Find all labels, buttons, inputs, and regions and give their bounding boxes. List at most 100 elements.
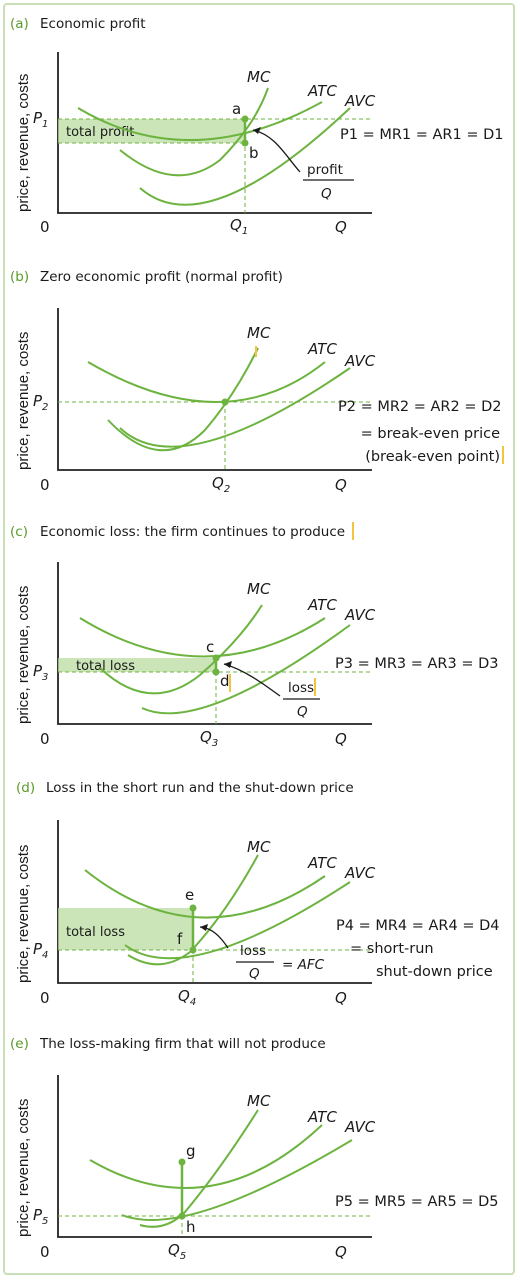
panel-b-highlight-mark xyxy=(255,346,257,357)
panel-a-qty-label: Q1 xyxy=(230,216,248,237)
panel-e-mc-label: MC xyxy=(247,1092,271,1110)
panel-c-q-axis-label: Q xyxy=(335,730,347,748)
panel-a-label-a: a xyxy=(232,100,241,118)
panel-e-point-h xyxy=(178,1212,186,1220)
panel-e-origin: 0 xyxy=(40,1243,50,1261)
panel-a-atc-label: ATC xyxy=(307,82,337,100)
panel-a-area-label: total profit xyxy=(66,125,134,140)
panel-c-mc-label: MC xyxy=(247,580,271,598)
panel-a-point-b xyxy=(241,139,249,147)
panel-b-origin: 0 xyxy=(40,476,50,494)
panel-a-arrowhead xyxy=(253,127,261,134)
panel-e-ylabel: price, revenue, costs xyxy=(15,1099,32,1237)
panel-b-breakeven-point xyxy=(221,398,229,406)
panel-c-price-label: P3 xyxy=(33,662,48,683)
panel-c-ylabel: price, revenue, costs xyxy=(15,586,32,724)
panel-b: (b) Zero economic profit (normal profit)… xyxy=(10,269,504,495)
panel-a-price-label: P1 xyxy=(33,109,48,130)
panel-b-equation-2: = break-even price xyxy=(361,426,500,442)
panel-c-qty-label: Q3 xyxy=(200,728,218,749)
panel-d-label-e: e xyxy=(185,886,194,904)
panel-d-atc-label: ATC xyxy=(307,854,337,872)
panel-d-atc-curve xyxy=(84,869,326,919)
panel-b-ylabel: price, revenue, costs xyxy=(15,332,32,470)
panel-e-avc-curve xyxy=(121,1139,353,1221)
panel-a-atc-curve xyxy=(77,101,323,142)
panel-d-title: Loss in the short run and the shut-down … xyxy=(46,780,354,796)
panel-d-price-label: P4 xyxy=(33,940,48,961)
panel-a-frac-den: Q xyxy=(321,186,332,202)
panel-b-axes xyxy=(57,308,372,471)
panel-a-title: Economic profit xyxy=(40,16,146,32)
panel-a-q-axis-label: Q xyxy=(335,218,347,236)
panel-d-avc-label: AVC xyxy=(344,864,376,882)
panel-c-title-highlight xyxy=(352,522,354,540)
panel-d-area-label: total loss xyxy=(66,925,125,940)
figure-frame xyxy=(3,3,515,1275)
panel-d-frac-num: loss xyxy=(240,943,266,959)
panel-b-atc-label: ATC xyxy=(307,340,337,358)
panel-b-avc-curve xyxy=(119,367,351,448)
panel-a-frac-num: profit xyxy=(307,162,343,178)
panel-d-equation-3: shut-down price xyxy=(376,964,493,980)
panel-d-equation-1: P4 = MR4 = AR4 = D4 xyxy=(336,918,500,934)
panel-c-title: Economic loss: the firm continues to pro… xyxy=(40,524,345,540)
panel-c-axes xyxy=(57,562,372,725)
panel-e-atc-label: ATC xyxy=(307,1108,337,1126)
panel-c-arrowhead xyxy=(224,661,232,668)
panel-d-frac-suffix: = AFC xyxy=(282,957,325,973)
panel-c-mc-curve xyxy=(99,604,263,695)
panel-d-letter: (d) xyxy=(16,780,35,796)
panel-c-frac-highlight xyxy=(314,678,316,696)
panel-c-atc-curve xyxy=(79,617,326,658)
panel-c-origin: 0 xyxy=(40,730,50,748)
panel-e-equation: P5 = MR5 = AR5 = D5 xyxy=(335,1194,499,1210)
panel-d: (d) Loss in the short run and the shut-d… xyxy=(15,780,500,1008)
panel-b-mc-curve xyxy=(107,347,259,452)
panel-b-q-axis-label: Q xyxy=(335,476,347,494)
panel-e-q-axis-label: Q xyxy=(335,1243,347,1261)
panel-c-frac-num: loss xyxy=(288,680,314,696)
panel-a-letter: (a) xyxy=(10,16,29,32)
panel-a-avc-label: AVC xyxy=(344,92,376,110)
panel-d-axes xyxy=(57,820,372,984)
panel-d-ylabel: price, revenue, costs xyxy=(15,845,32,983)
panel-a-axes xyxy=(57,52,372,214)
panel-e-label-g: g xyxy=(186,1142,196,1160)
panel-e: (e) The loss-making firm that will not p… xyxy=(10,1036,499,1262)
panel-d-origin: 0 xyxy=(40,989,50,1007)
panel-d-mc-curve xyxy=(127,854,259,966)
panel-a-mc-label: MC xyxy=(247,68,271,86)
panel-c-avc-curve xyxy=(141,624,351,715)
panel-d-mc-label: MC xyxy=(247,838,271,856)
panel-e-title: The loss-making firm that will not produ… xyxy=(39,1036,326,1052)
panel-c-point-c xyxy=(212,654,220,662)
panel-e-qty-label: Q5 xyxy=(168,1241,186,1262)
panel-e-mc-curve xyxy=(139,1109,259,1228)
panel-d-arrowhead xyxy=(200,924,208,931)
panel-c-letter: (c) xyxy=(10,524,28,540)
panel-c-label-d: d xyxy=(220,672,230,690)
panel-a-origin: 0 xyxy=(40,218,50,236)
panel-c: (c) Economic loss: the firm continues to… xyxy=(10,522,499,749)
panel-c-total-loss-area xyxy=(58,658,216,672)
panel-c-avc-label: AVC xyxy=(344,606,376,624)
panel-c-atc-label: ATC xyxy=(307,596,337,614)
panel-e-atc-curve xyxy=(89,1124,323,1189)
panel-c-label-c: c xyxy=(206,638,214,656)
panel-d-label-f: f xyxy=(177,930,183,948)
panel-b-letter: (b) xyxy=(10,269,29,285)
panel-d-point-e xyxy=(189,904,197,912)
panel-c-equation: P3 = MR3 = AR3 = D3 xyxy=(335,656,499,672)
panel-b-avc-label: AVC xyxy=(344,352,376,370)
panel-d-q-axis-label: Q xyxy=(335,989,347,1007)
panel-d-point-f xyxy=(189,946,197,954)
panel-a-ylabel: price, revenue, costs xyxy=(15,74,32,212)
panel-a-mc-curve xyxy=(119,87,269,177)
panel-b-equation-1: P2 = MR2 = AR2 = D2 xyxy=(338,399,502,415)
panel-d-total-loss-area xyxy=(58,908,193,950)
panel-a: (a) Economic profit price, revenue, cost… xyxy=(10,16,504,237)
panel-c-frac-den: Q xyxy=(297,704,308,720)
